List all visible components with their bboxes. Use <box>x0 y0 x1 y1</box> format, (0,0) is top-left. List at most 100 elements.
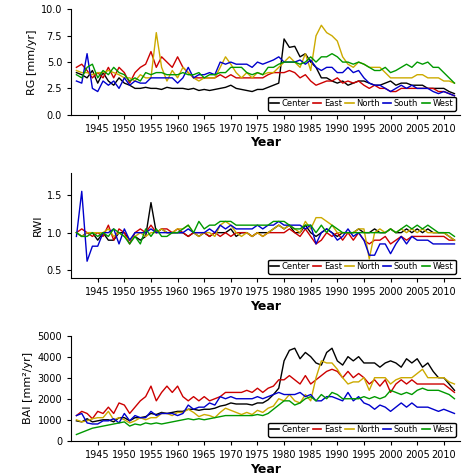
South <box>212 230 218 236</box>
Center <box>95 237 100 243</box>
Line: East: East <box>76 52 455 96</box>
South <box>430 406 436 412</box>
West <box>452 396 457 401</box>
Center <box>452 91 457 97</box>
Line: South: South <box>76 392 455 424</box>
North <box>73 68 79 73</box>
North <box>452 381 457 387</box>
East <box>430 381 436 387</box>
North <box>366 256 372 262</box>
North <box>452 237 457 243</box>
North <box>127 237 133 243</box>
Line: Center: Center <box>76 39 455 94</box>
East <box>73 230 79 236</box>
South <box>319 68 324 73</box>
South <box>84 51 90 56</box>
Line: North: North <box>76 25 455 83</box>
Center <box>73 70 79 75</box>
West <box>313 59 319 65</box>
Center <box>73 418 79 424</box>
South <box>324 394 329 400</box>
East <box>207 75 212 81</box>
West <box>127 423 133 429</box>
South <box>340 398 346 404</box>
North <box>335 230 340 236</box>
Center <box>340 230 346 236</box>
North <box>287 222 292 228</box>
Line: East: East <box>76 225 455 244</box>
North <box>319 22 324 28</box>
Center <box>292 44 298 49</box>
Y-axis label: RG [mm/yr]: RG [mm/yr] <box>27 29 36 95</box>
South <box>292 59 298 65</box>
Line: West: West <box>76 388 455 435</box>
North <box>132 418 138 424</box>
North <box>430 230 436 236</box>
North <box>335 38 340 44</box>
East <box>212 230 218 236</box>
North <box>430 375 436 381</box>
Center <box>324 350 329 356</box>
Center <box>430 230 436 236</box>
Center <box>452 387 457 393</box>
Center <box>324 226 329 232</box>
East <box>132 404 138 410</box>
Y-axis label: RWI: RWI <box>33 214 43 236</box>
South <box>452 93 457 99</box>
Center <box>340 362 346 368</box>
West <box>430 226 436 232</box>
East <box>452 390 457 395</box>
Center <box>430 369 436 374</box>
East <box>319 80 324 86</box>
South <box>452 410 457 416</box>
Center <box>297 230 303 236</box>
Y-axis label: BAI [mm²/yr]: BAI [mm²/yr] <box>23 352 33 424</box>
North <box>201 230 207 236</box>
Legend: Center, East, North, South, West: Center, East, North, South, West <box>268 97 456 110</box>
Center <box>207 406 212 412</box>
East <box>169 64 175 70</box>
West <box>212 222 218 228</box>
North <box>319 215 324 220</box>
South <box>132 413 138 419</box>
Center <box>127 82 133 88</box>
North <box>73 417 79 423</box>
North <box>313 215 319 220</box>
West <box>201 75 207 81</box>
East <box>292 377 298 383</box>
West <box>201 417 207 423</box>
Center <box>452 237 457 243</box>
South <box>207 70 212 75</box>
West <box>287 59 292 65</box>
South <box>324 226 329 232</box>
South <box>90 421 95 427</box>
Line: West: West <box>76 221 455 244</box>
South <box>335 70 340 75</box>
West <box>132 234 138 239</box>
Center <box>148 200 154 205</box>
East <box>340 237 346 243</box>
East <box>452 93 457 99</box>
South <box>73 234 79 239</box>
Center <box>319 75 324 81</box>
North <box>340 375 346 381</box>
East <box>292 70 298 75</box>
West <box>127 241 133 247</box>
North <box>452 80 457 86</box>
North <box>292 398 298 404</box>
East <box>127 80 133 86</box>
North <box>319 358 324 364</box>
West <box>452 80 457 86</box>
South <box>73 78 79 84</box>
South <box>430 241 436 247</box>
North <box>73 230 79 236</box>
Center <box>281 36 287 42</box>
Center <box>132 234 138 239</box>
X-axis label: Year: Year <box>250 300 281 312</box>
Center <box>212 230 218 236</box>
North <box>287 54 292 60</box>
South <box>452 241 457 247</box>
South <box>132 78 138 84</box>
North <box>313 33 319 38</box>
Center <box>297 356 303 362</box>
